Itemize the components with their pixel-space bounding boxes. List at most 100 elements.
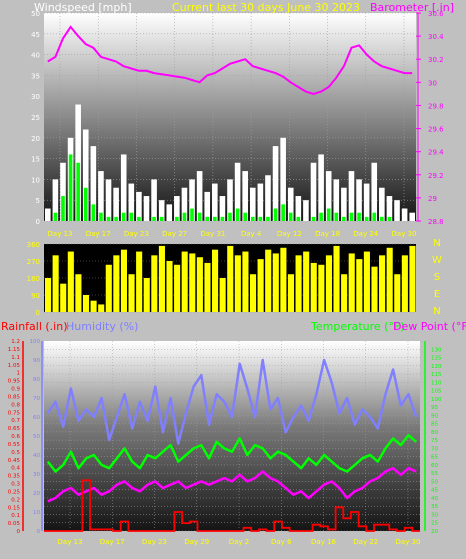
temperature-tick-label: 125 [431, 356, 442, 362]
direction-bar [409, 245, 416, 312]
humidity-tick-label: 0 [37, 529, 41, 535]
windspeed-bar [356, 179, 362, 221]
direction-bar [52, 255, 59, 312]
direction-bar [196, 257, 203, 312]
wind-x-tick-label: Day 12 [277, 230, 302, 238]
wind-tick-label: 15 [31, 156, 40, 164]
climate-x-tick-label: Day 13 [58, 538, 83, 546]
humidity-tick-label: 20 [33, 491, 40, 497]
windspeed-bar [151, 179, 157, 221]
humidity-tick-label: 60 [33, 415, 40, 421]
direction-bar [356, 259, 363, 312]
gust-bar [76, 162, 80, 221]
climate-panel-background [44, 341, 420, 531]
wind-tick-label: 0 [36, 218, 40, 226]
gust-bar [220, 216, 225, 221]
windspeed-bar [219, 196, 226, 221]
humidity-tick-label: 90 [33, 358, 40, 364]
windspeed-bar [60, 162, 66, 221]
direction-bar [371, 266, 378, 312]
windspeed-bar [204, 191, 211, 221]
period-title: Current last 30 days June 30 2023 [172, 1, 360, 14]
direction-bar [128, 274, 135, 312]
direction-bar [105, 264, 112, 312]
humidity-tick-label: 40 [33, 453, 40, 459]
windspeed-bar [82, 129, 89, 221]
wind-tick-label: 45 [31, 31, 40, 39]
windspeed-bar [265, 175, 271, 221]
gust-bar [137, 216, 141, 221]
temperature-tick-label: 110 [431, 380, 442, 386]
temperature-title: Temperature (°F) [310, 320, 405, 333]
direction-bar [189, 253, 196, 312]
windspeed-bar [303, 200, 309, 221]
rainfall-title: Rainfall (.in) [1, 320, 68, 333]
temperature-tick-label: 40 [431, 496, 438, 502]
gust-bar [235, 208, 240, 221]
wind-x-tick-label: Day 18 [315, 230, 340, 238]
barometer-tick-label: 29.2 [428, 172, 444, 180]
direction-bar [257, 259, 264, 312]
temperature-tick-label: 25 [431, 521, 438, 527]
wind-x-tick-label: Day 4 [241, 230, 262, 238]
gust-bar [243, 212, 247, 221]
gust-bar [213, 216, 217, 221]
temperature-tick-label: 50 [431, 479, 438, 485]
rainfall-tick-label: 1.1 [11, 355, 20, 361]
direction-bar [113, 255, 120, 312]
gust-bar [129, 212, 134, 221]
compass-label: E [434, 289, 440, 300]
humidity-line [46, 358, 418, 445]
temperature-tick-label: 115 [431, 372, 442, 378]
temperature-tick-label: 130 [431, 347, 442, 353]
gust-bar [372, 212, 377, 221]
gust-bar [53, 212, 58, 221]
direction-bar [242, 251, 249, 312]
temperature-tick-label: 55 [431, 471, 438, 477]
windspeed-bar [409, 212, 415, 221]
direction-bar [348, 253, 355, 312]
humidity-title: Humidity (%) [66, 320, 138, 333]
temperature-tick-label: 70 [431, 446, 438, 452]
rainfall-tick-label: 0.4 [11, 466, 20, 472]
rainfall-tick-label: 0.7 [11, 418, 20, 424]
direction-bar [386, 247, 393, 312]
rainfall-tick-label: 0 [17, 529, 21, 535]
gust-bar [114, 216, 118, 221]
direction-bar [60, 283, 67, 312]
windspeed-bar [379, 187, 385, 221]
windspeed-bar [394, 200, 400, 221]
gust-bar [296, 216, 301, 221]
temperature-tick-label: 65 [431, 455, 438, 461]
direction-tick-label: 0 [36, 309, 40, 317]
gust-bar [121, 212, 126, 221]
wind-x-tick-label: Day 27 [162, 230, 187, 238]
direction-bar [158, 245, 165, 312]
humidity-tick-label: 70 [33, 396, 40, 402]
rainfall-tick-label: 0.35 [8, 474, 21, 480]
windspeed-bar [287, 187, 294, 221]
temperature-tick-label: 90 [431, 413, 438, 419]
direction-bar [136, 251, 143, 312]
windspeed-bar [158, 200, 165, 221]
gust-bar [273, 208, 278, 221]
windspeed-bar [98, 171, 104, 221]
windspeed-bar [90, 146, 97, 221]
windspeed-bar [45, 208, 51, 221]
climate-x-tick-label: Day 23 [142, 538, 167, 546]
windspeed-bar [348, 171, 355, 221]
direction-bar [325, 255, 332, 312]
direction-tick-label: 360 [27, 241, 40, 249]
windspeed-bar [310, 162, 317, 221]
windspeed-bar [318, 154, 324, 221]
direction-bar [363, 251, 370, 312]
barometer-tick-label: 29.8 [428, 102, 444, 110]
direction-bar [333, 245, 340, 312]
rainfall-tick-label: 0.85 [8, 394, 21, 400]
direction-bar [75, 274, 82, 312]
gust-bar [205, 216, 210, 221]
rainfall-tick-label: 0.75 [8, 410, 21, 416]
direction-bar [280, 247, 287, 312]
direction-bar [181, 251, 188, 312]
